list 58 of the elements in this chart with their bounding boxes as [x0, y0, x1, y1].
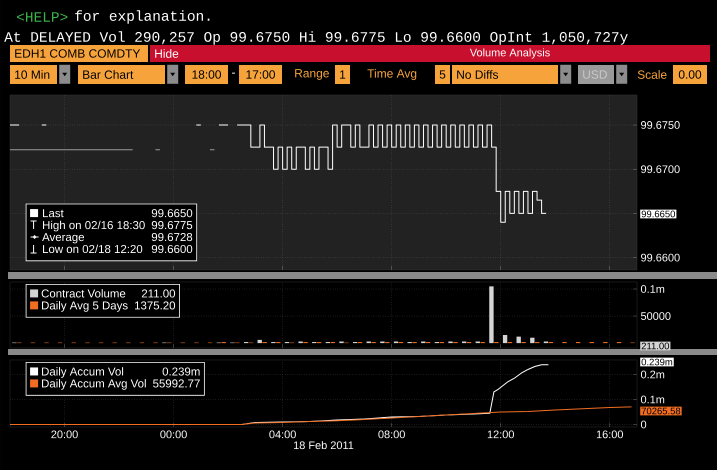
text: Time Avg	[367, 68, 416, 80]
text: 0.239m	[642, 358, 672, 366]
text: 10 Min	[15, 70, 50, 79]
text: Bar Chart	[83, 70, 134, 79]
text: 211.00	[642, 342, 670, 350]
annotation: 99.6600	[152, 244, 192, 254]
annotation: 99.6650	[152, 209, 192, 218]
y-tick-label: 0	[640, 420, 646, 428]
y-tick-label: 99.6600	[641, 254, 680, 262]
annotation: 1375.20	[134, 301, 176, 310]
text: At DELAYED Vol 290,257 Op 99.6750 Hi 99.6775 Lo 99.6600 OpInt 1,050,727y	[4, 31, 628, 45]
text: 99.6650	[642, 210, 676, 218]
y-tick-label: 0.1m	[640, 396, 664, 404]
y-tick-label: 0.2m	[640, 370, 664, 378]
text: 17:00	[246, 70, 275, 79]
y-tick-label: 50000	[640, 312, 671, 320]
text: 1	[340, 70, 346, 79]
bar	[258, 340, 262, 344]
bar	[502, 335, 508, 344]
text: Scale	[638, 70, 667, 79]
annotation: 55992.77	[153, 379, 200, 388]
text: No Diffs	[457, 70, 498, 79]
text: 70265.58	[642, 408, 680, 414]
annotation: 0.239m	[162, 367, 200, 376]
annotation: 99.6775	[152, 221, 192, 230]
text: <HELP>	[17, 12, 68, 22]
text: 5	[440, 70, 446, 79]
x-tick-label: 16:00	[596, 430, 624, 438]
annotation: 99.6728	[152, 233, 192, 242]
text: 0.00	[678, 70, 702, 79]
x-tick-label: 20:00	[51, 430, 78, 438]
legend-label: Daily Avg 5 Days	[42, 301, 128, 312]
annotation: Average	[42, 233, 84, 244]
text: 18:00	[192, 70, 221, 79]
legend-label: Last	[43, 209, 64, 218]
bar	[489, 286, 494, 344]
text: -	[232, 72, 235, 74]
x-tick-label: 08:00	[378, 430, 405, 438]
y-tick-label: 99.6700	[641, 165, 680, 174]
legend-label: Daily Accum Avg Vol	[42, 379, 146, 390]
x-axis-title: 18 Feb 2011	[294, 441, 354, 450]
annotation: Low on 02/18 12:20	[43, 244, 142, 254]
y-tick-label: 99.6750	[641, 121, 680, 129]
x-tick-label: 12:00	[488, 430, 514, 438]
legend-label: Contract Volume	[42, 289, 126, 298]
text: EDH1 COMB COMDTY	[15, 49, 140, 58]
bar	[516, 336, 521, 344]
x-tick-label: 00:00	[160, 430, 187, 438]
legend-label: Daily Accum Vol	[42, 367, 124, 378]
y-tick-label: 0.1m	[640, 285, 664, 293]
chart-title: Volume Analysis	[470, 48, 550, 59]
bar	[530, 338, 535, 344]
annotation: 211.00	[142, 289, 176, 298]
text: Hide	[155, 49, 178, 58]
x-tick-label: 04:00	[269, 430, 296, 438]
annotation: High on 02/16 18:30	[43, 220, 145, 232]
text: Range	[295, 69, 329, 80]
text: for explanation.	[75, 10, 210, 24]
